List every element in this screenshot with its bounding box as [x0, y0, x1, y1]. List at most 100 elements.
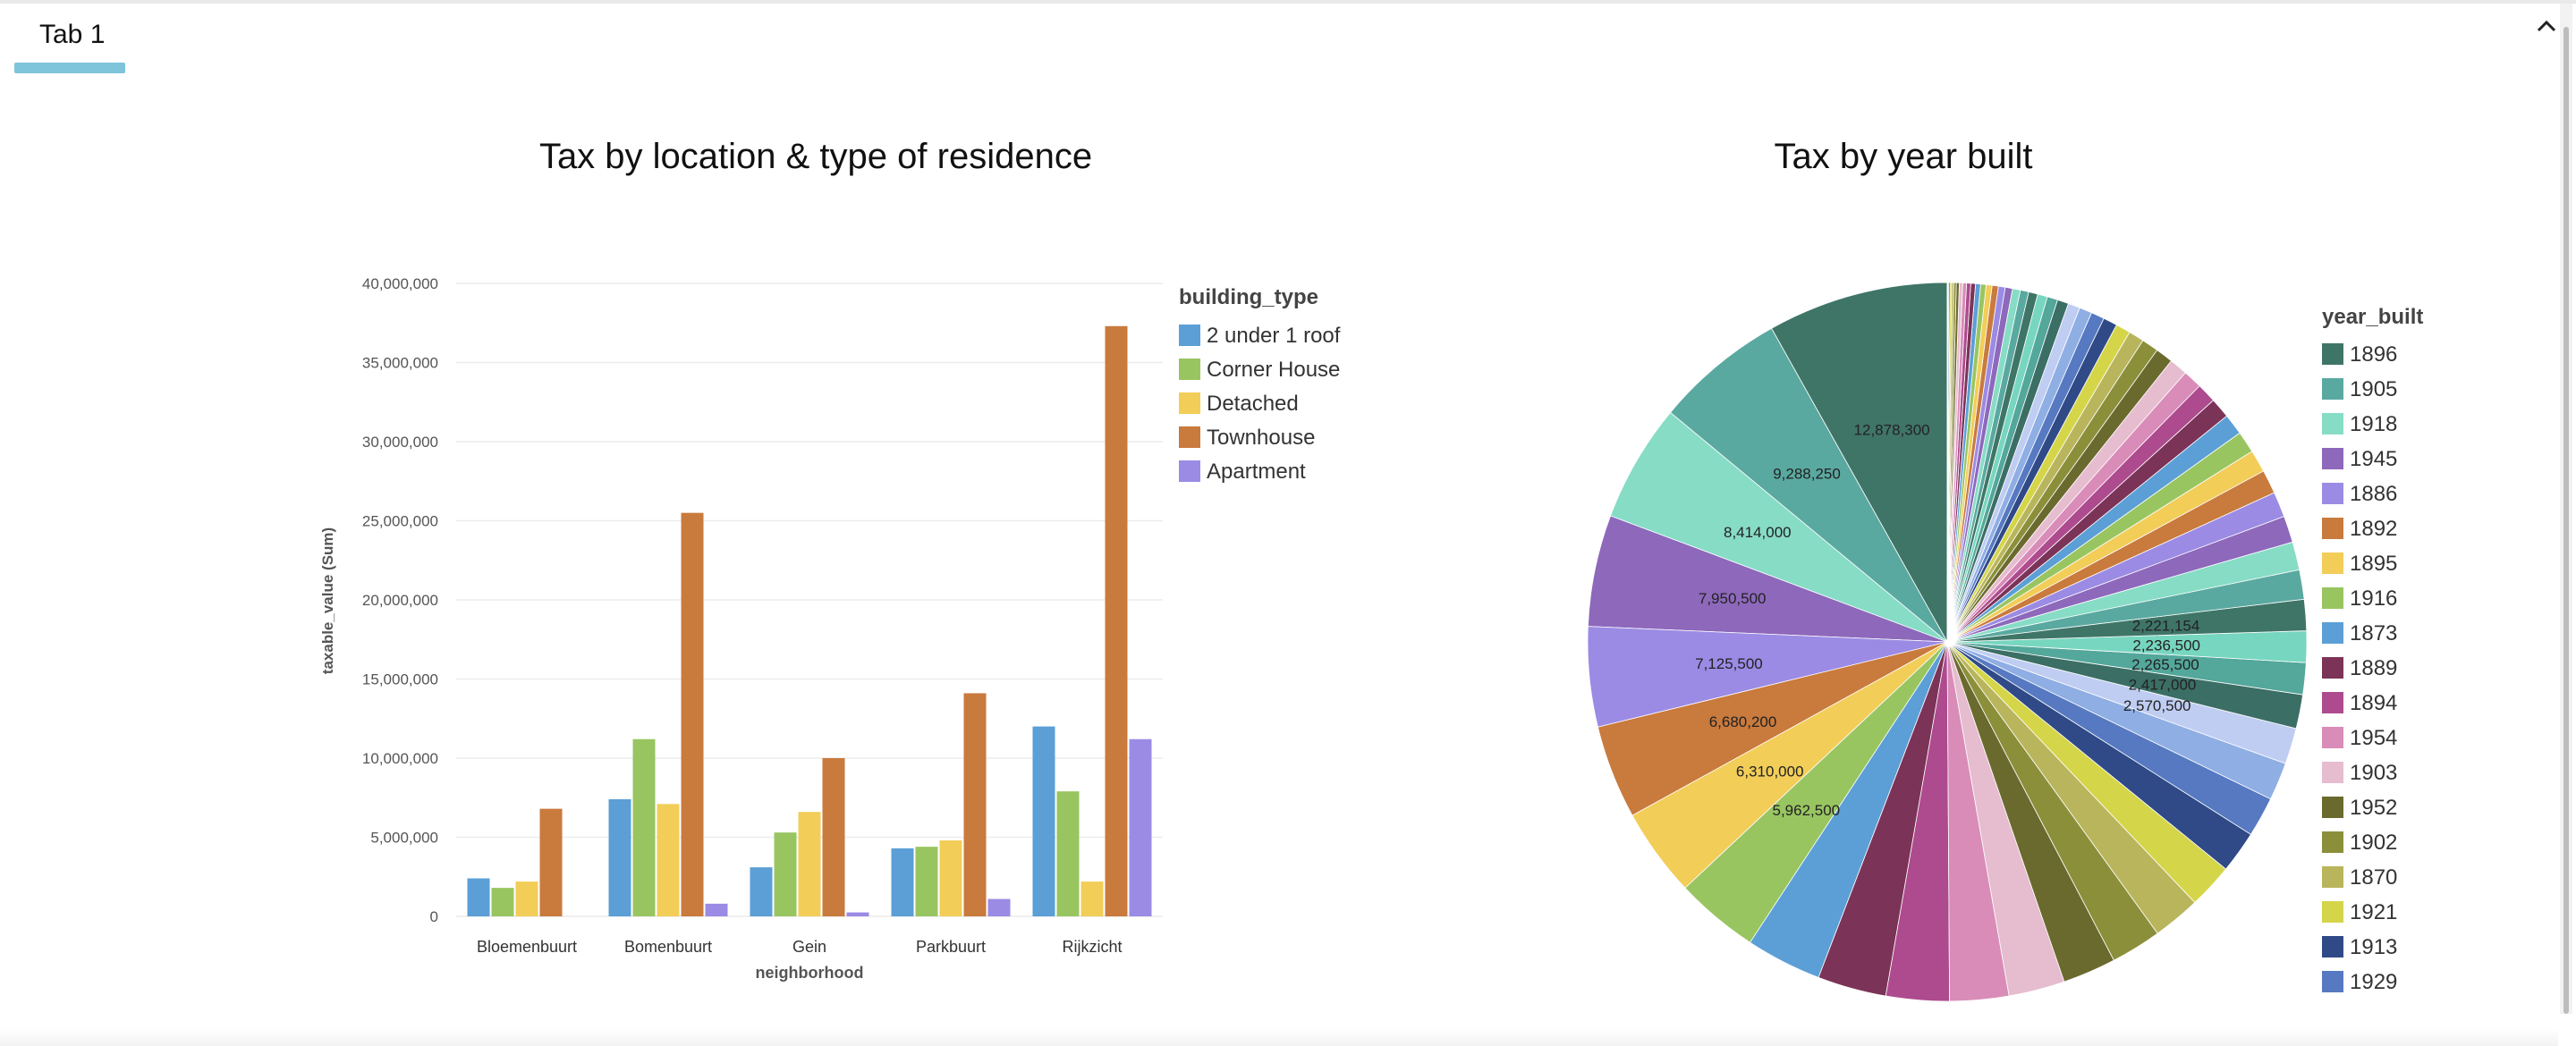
bar-chart-x-ticks: Bloemenbuurt Bomenbuurt Gein Parkbuurt Rijkz…	[477, 938, 1123, 956]
bar[interactable]	[515, 882, 538, 916]
bar[interactable]	[1129, 738, 1152, 916]
pie-value-label: 6,680,200	[1709, 713, 1777, 730]
legend-swatch	[1179, 392, 1200, 414]
bar[interactable]	[1056, 791, 1080, 916]
legend-label[interactable]: 1886	[2350, 482, 2397, 506]
legend-label[interactable]: 1892	[2350, 517, 2397, 541]
pie-slice[interactable]	[1771, 282, 1948, 644]
pie-value-label: 7,125,500	[1695, 655, 1763, 672]
bar[interactable]	[539, 808, 563, 916]
pie-slice[interactable]	[1669, 327, 1948, 643]
legend-swatch	[2322, 553, 2343, 574]
pie-value-label: 9,288,250	[1773, 466, 1841, 483]
y-tick-label: 5,000,000	[370, 830, 438, 847]
legend-label[interactable]: Corner House	[1207, 358, 1340, 382]
y-tick-label: 25,000,000	[362, 513, 438, 530]
y-tick-label: 30,000,000	[362, 434, 438, 451]
bar[interactable]	[681, 512, 704, 916]
y-tick-label: 35,000,000	[362, 355, 438, 372]
legend-label[interactable]: 1895	[2350, 552, 2397, 576]
y-tick-label: 20,000,000	[362, 592, 438, 609]
legend-label[interactable]: 1905	[2350, 377, 2397, 401]
legend-swatch	[2322, 692, 2343, 713]
legend-label[interactable]: 1870	[2350, 865, 2397, 890]
pie-slice[interactable]	[1610, 411, 1948, 643]
pie-value-label: 2,236,500	[2132, 637, 2200, 654]
tab-1-label: Tab 1	[39, 20, 106, 49]
bar[interactable]	[798, 812, 821, 916]
legend-label[interactable]: 1889	[2350, 656, 2397, 680]
pie-chart-title: Tax by year built	[1774, 137, 2032, 176]
bar[interactable]	[987, 898, 1011, 916]
pie-chart: Tax by year built 12,878,300 9,288,250 8,4…	[1587, 137, 2423, 1002]
legend-label[interactable]: 1929	[2350, 970, 2397, 994]
bar[interactable]	[632, 738, 656, 916]
x-tick-label: Gein	[792, 938, 826, 956]
bar-chart-title: Tax by location & type of residence	[539, 137, 1092, 176]
legend-label[interactable]: 1954	[2350, 726, 2397, 750]
legend-label[interactable]: 1921	[2350, 900, 2397, 924]
legend-label[interactable]: 1918	[2350, 412, 2397, 436]
chevron-up-icon[interactable]	[2531, 13, 2562, 39]
bar[interactable]	[1080, 882, 1104, 916]
x-tick-label: Bloemenbuurt	[477, 938, 577, 956]
bar-chart-legend-title: building_type	[1179, 285, 1318, 309]
bar[interactable]	[750, 867, 773, 916]
legend-label[interactable]: 1896	[2350, 342, 2397, 367]
pie-value-label: 7,950,500	[1699, 590, 1767, 607]
bar[interactable]	[891, 848, 914, 916]
legend-label[interactable]: 1873	[2350, 621, 2397, 645]
pie-slice[interactable]	[1946, 282, 1949, 643]
legend-swatch	[1179, 325, 1200, 346]
legend-label[interactable]: 1952	[2350, 796, 2397, 820]
legend-label[interactable]: 2 under 1 roof	[1207, 324, 1341, 348]
legend-label[interactable]: 1945	[2350, 447, 2397, 471]
legend-swatch	[2322, 413, 2343, 434]
bar-chart-xlabel: neighborhood	[756, 964, 864, 982]
legend-swatch	[1179, 426, 1200, 448]
pie-value-label: 6,310,000	[1736, 763, 1804, 780]
tab-1[interactable]: Tab 1	[14, 16, 125, 77]
legend-label[interactable]: 1894	[2350, 691, 2397, 715]
legend-label[interactable]: Detached	[1207, 392, 1299, 416]
pie-chart-slices	[1587, 282, 2308, 1002]
legend-swatch	[2322, 378, 2343, 400]
bar[interactable]	[915, 847, 938, 916]
legend-label[interactable]: Apartment	[1207, 460, 1306, 484]
legend-label[interactable]: 1913	[2350, 935, 2397, 959]
x-tick-label: Bomenbuurt	[624, 938, 712, 956]
bar[interactable]	[705, 903, 728, 916]
bar[interactable]	[774, 832, 797, 916]
bar[interactable]	[939, 840, 962, 916]
legend-label[interactable]: Townhouse	[1207, 426, 1315, 450]
legend-swatch	[2322, 797, 2343, 818]
legend-label[interactable]: 1916	[2350, 586, 2397, 611]
bar[interactable]	[657, 804, 680, 916]
bar[interactable]	[963, 693, 987, 916]
bar-chart: Tax by location & type of residence 0 5,0…	[319, 137, 1341, 982]
bar[interactable]	[846, 912, 869, 916]
legend-swatch	[2322, 866, 2343, 888]
legend-swatch	[1179, 359, 1200, 380]
legend-label[interactable]: 1903	[2350, 761, 2397, 785]
bar[interactable]	[1032, 726, 1055, 916]
pie-value-label: 12,878,300	[1854, 422, 1930, 439]
legend-label[interactable]: 1902	[2350, 831, 2397, 855]
legend-swatch	[2322, 343, 2343, 365]
legend-swatch	[2322, 483, 2343, 504]
bar[interactable]	[822, 758, 845, 916]
pie-value-label: 2,221,154	[2132, 618, 2200, 635]
pie-chart-labels: 12,878,300 9,288,250 8,414,000 7,950,500 7,1…	[1695, 422, 2200, 819]
pie-value-label: 2,570,500	[2123, 697, 2191, 714]
bar[interactable]	[1105, 325, 1128, 916]
scrollbar-thumb[interactable]	[2563, 27, 2569, 1014]
bar[interactable]	[467, 878, 490, 916]
pie-value-label: 2,417,000	[2129, 677, 2197, 694]
pie-chart-legend-title: year_built	[2322, 305, 2423, 329]
bar-chart-legend: 2 under 1 roof Corner House Detached Townho…	[1179, 324, 1341, 484]
legend-swatch	[2322, 762, 2343, 783]
legend-swatch	[2322, 831, 2343, 853]
bar[interactable]	[491, 888, 514, 916]
bar-chart-ylabel: taxable_value (Sum)	[319, 527, 336, 674]
bar[interactable]	[608, 799, 631, 916]
